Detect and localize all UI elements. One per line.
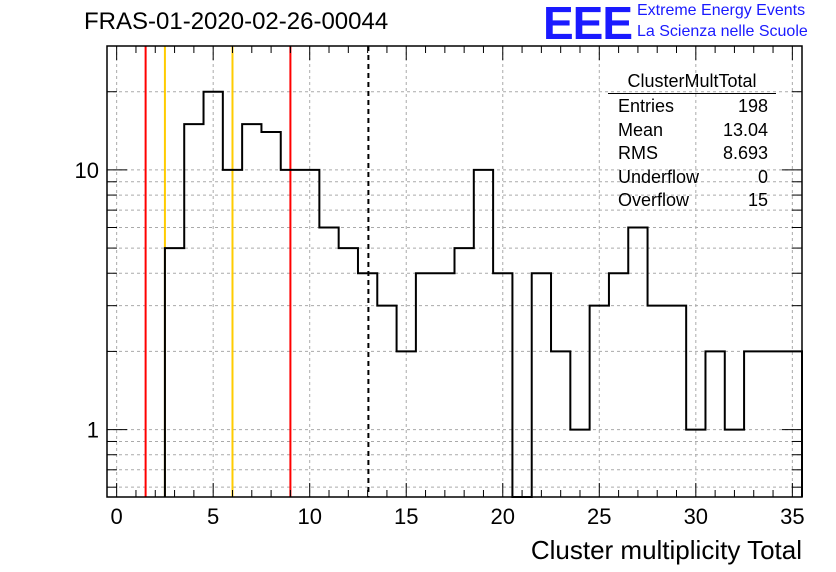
stats-label: Mean xyxy=(618,119,664,140)
x-tick-label: 30 xyxy=(684,504,708,529)
histogram-bin xyxy=(474,170,493,497)
histogram-bin xyxy=(319,228,338,497)
histogram-bin xyxy=(416,273,435,497)
y-tick-label: 1 xyxy=(87,418,99,443)
y-tick-label: 10 xyxy=(75,158,99,183)
axes: 0 5 10 15 20 25 30 35 1 10 xyxy=(75,45,805,529)
stats-value: 0 xyxy=(757,166,768,187)
x-tick-label: 5 xyxy=(207,504,219,529)
histogram-bin xyxy=(570,430,589,497)
histogram-bin xyxy=(744,351,763,497)
histogram-bin xyxy=(261,132,280,497)
histogram-bin xyxy=(455,248,474,497)
stats-label: Overflow xyxy=(618,190,690,210)
histogram-bin xyxy=(435,273,454,497)
stats-label: RMS xyxy=(618,143,658,163)
histogram-bin xyxy=(397,351,416,497)
histogram-bin xyxy=(628,228,647,497)
histogram-bin xyxy=(532,273,551,497)
histogram-bin xyxy=(204,92,223,497)
x-tick-label: 25 xyxy=(587,504,611,529)
histogram-bin xyxy=(725,430,744,497)
eee-logo: EEE xyxy=(543,0,633,49)
histogram-outline xyxy=(163,90,803,498)
histogram-bin xyxy=(242,124,261,497)
histogram-bin xyxy=(705,351,724,497)
stats-box: ClusterMultTotal Entries 198 Mean 13.04 RM… xyxy=(608,71,776,213)
histogram-bin xyxy=(358,273,377,497)
stats-row: Mean 13.04 xyxy=(608,119,776,143)
histogram-bars xyxy=(163,90,803,498)
histogram-bin xyxy=(165,248,184,497)
logo-line-2: La Scienza nelle Scuole xyxy=(637,23,808,40)
histogram-bin xyxy=(609,273,628,497)
x-tick-label: 0 xyxy=(111,504,123,529)
histogram-bin xyxy=(667,306,686,497)
x-axis-label: Cluster multiplicity Total xyxy=(531,535,802,565)
stats-value: 8.693 xyxy=(722,143,768,163)
histogram-bin xyxy=(223,170,242,497)
histogram-bin xyxy=(377,306,396,497)
x-tick-label: 15 xyxy=(394,504,418,529)
stats-value: 15 xyxy=(747,190,768,210)
x-tick-label: 20 xyxy=(491,504,515,529)
histogram-bin xyxy=(551,351,570,497)
histogram-bin xyxy=(281,170,300,497)
stats-value: 13.04 xyxy=(722,119,768,140)
marker-lines xyxy=(144,46,370,497)
histogram-bin xyxy=(763,351,782,497)
stats-value: 198 xyxy=(737,96,768,116)
plot-title: FRAS-01-2020-02-26-00044 xyxy=(84,8,389,35)
stats-row: Underflow 0 xyxy=(608,166,776,190)
histogram-bin xyxy=(300,170,319,497)
logo-line-1: Extreme Energy Events xyxy=(637,2,806,19)
stats-row: Entries 198 xyxy=(608,95,776,119)
x-tick-label: 10 xyxy=(297,504,321,529)
histogram-bin xyxy=(783,351,802,497)
histogram-bin xyxy=(339,248,358,497)
plot-frame xyxy=(106,45,803,498)
histogram-bin xyxy=(184,124,203,497)
stats-row: RMS 8.693 xyxy=(608,142,776,166)
x-tick-label: 35 xyxy=(780,504,804,529)
histogram-bin xyxy=(648,306,667,497)
stats-row: Overflow 15 xyxy=(608,189,776,213)
histogram-bin xyxy=(493,273,512,497)
stats-label: Underflow xyxy=(618,166,700,187)
stats-label: Entries xyxy=(618,96,675,116)
stats-title: ClusterMultTotal xyxy=(627,71,757,91)
histogram-bin xyxy=(590,306,609,497)
stats-divider xyxy=(608,93,776,94)
